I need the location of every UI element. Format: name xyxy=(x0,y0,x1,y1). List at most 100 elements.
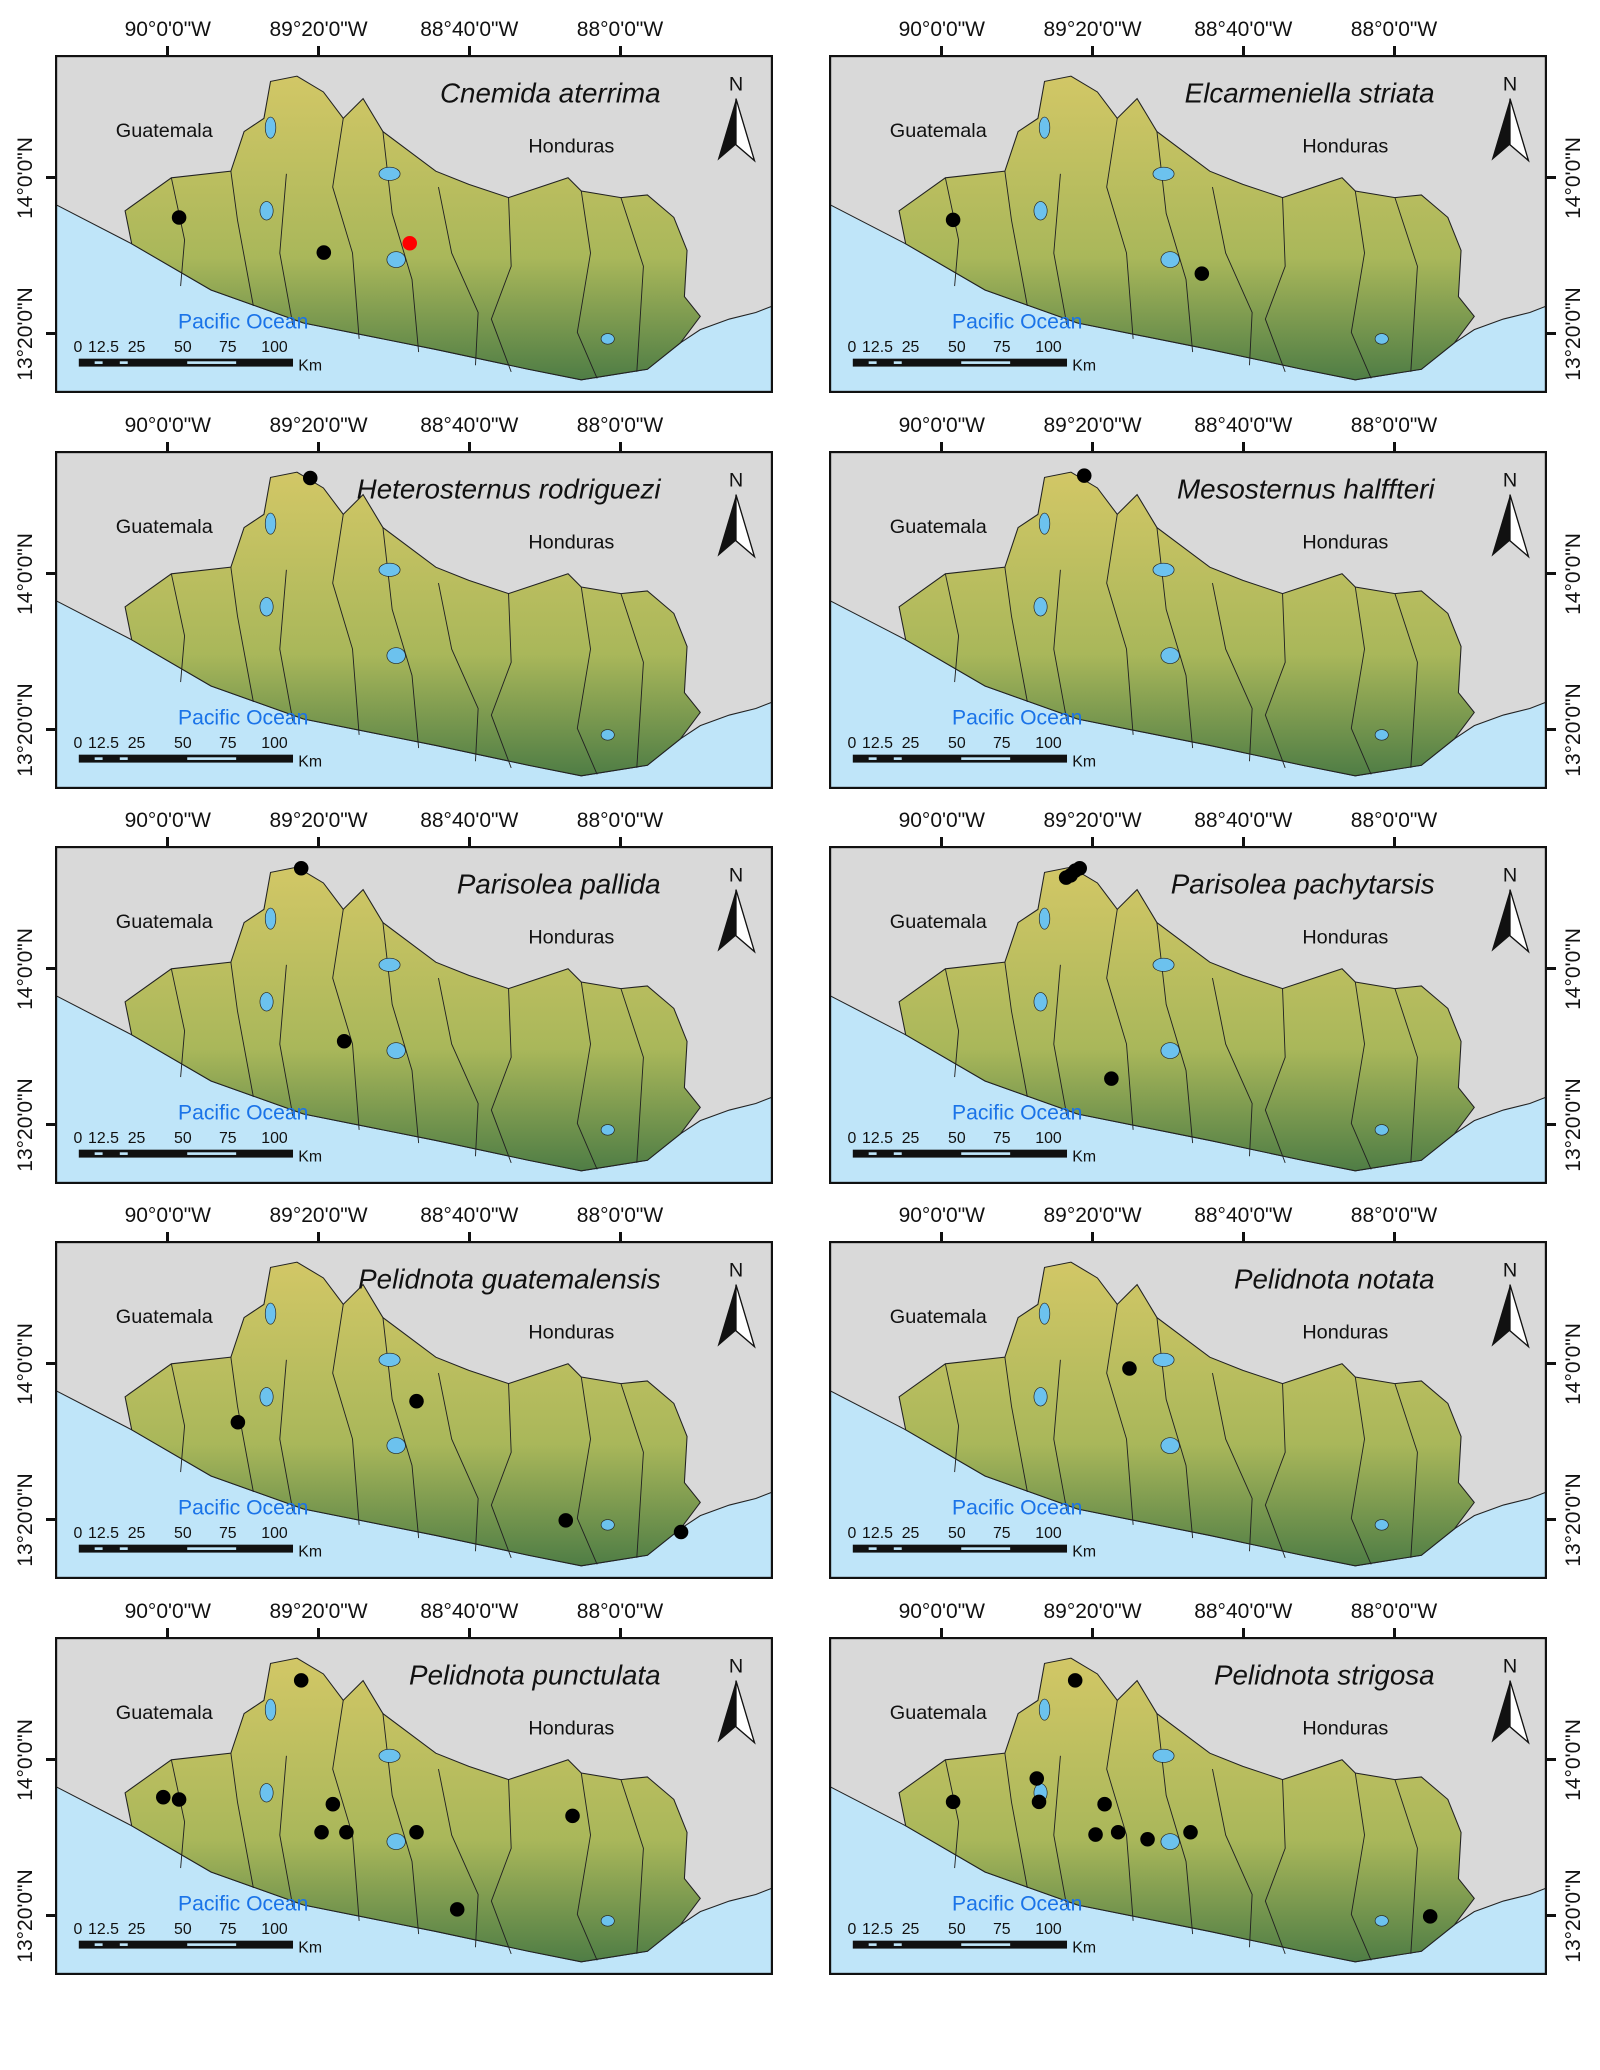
occurrence-point xyxy=(449,1902,465,1917)
scale-bar xyxy=(78,1940,294,1949)
map-canvas: Pelidnota notata Guatemala Honduras Pacific… xyxy=(829,1241,1547,1579)
occurrence-point xyxy=(316,245,332,260)
longitude-label: 90°0'0"W xyxy=(124,1600,211,1623)
latitude-label: 13°20'0"N xyxy=(1562,1472,1585,1567)
occurrence-point xyxy=(409,1824,424,1840)
country-label-guatemala: Guatemala xyxy=(116,911,214,933)
latitude-tick xyxy=(1547,728,1556,732)
latitude-label: 14°0'0"N xyxy=(1562,1322,1585,1405)
lake xyxy=(1374,1124,1389,1136)
el-salvador-relief xyxy=(124,471,701,777)
scale-tick-label: 25 xyxy=(902,735,920,752)
occurrence-point xyxy=(1194,266,1210,281)
scale-tick-label: 50 xyxy=(174,1525,192,1542)
department-border xyxy=(1106,514,1134,735)
longitude-label: 89°20'0"W xyxy=(269,1600,368,1623)
latitude-tick xyxy=(1547,1914,1556,1918)
longitude-tick xyxy=(1241,46,1245,55)
department-border xyxy=(1264,197,1286,373)
occurrence-point xyxy=(1183,1824,1198,1840)
ocean-label: Pacific Ocean xyxy=(178,310,308,333)
department-border xyxy=(944,968,960,1078)
occurrence-point xyxy=(230,1414,246,1430)
ocean-label: Pacific Ocean xyxy=(178,1892,308,1915)
map-panel: Pelidnota strigosa Guatemala Honduras Pacif… xyxy=(829,1637,1547,1975)
north-arrow-icon xyxy=(717,494,736,557)
map-panel: Pelidnota guatemalensis Guatemala Honduras… xyxy=(55,1241,773,1579)
scale-bar-segment xyxy=(893,1152,902,1155)
north-arrow-label: N xyxy=(1503,865,1517,887)
lake xyxy=(1033,1387,1048,1407)
scale-tick-label: 100 xyxy=(1035,339,1062,356)
department-border xyxy=(490,197,512,373)
longitude-label: 89°20'0"W xyxy=(269,1204,368,1227)
longitude-label: 88°0'0"W xyxy=(576,18,664,41)
scale-tick-label: 12.5 xyxy=(862,735,893,752)
occurrence-point xyxy=(314,1824,329,1840)
latitude-tick xyxy=(46,176,55,180)
department-border xyxy=(438,1372,479,1552)
occurrence-point-highlight xyxy=(402,235,418,251)
department-border xyxy=(1053,1755,1068,1908)
species-title: Pelidnota notata xyxy=(1234,1264,1435,1295)
longitude-tick xyxy=(166,46,170,55)
scale-bar xyxy=(852,1149,1068,1158)
occurrence-point xyxy=(171,210,187,225)
scale-tick-label: 75 xyxy=(993,339,1011,356)
lake xyxy=(1038,907,1051,930)
latitude-label: 14°0'0"N xyxy=(1562,136,1585,219)
occurrence-point xyxy=(1031,1794,1047,1810)
map-panel: Mesosternus halffteri Guatemala Honduras Pa… xyxy=(829,451,1547,789)
north-arrow-icon xyxy=(735,1680,756,1745)
longitude-tick xyxy=(166,1232,170,1241)
scale-tick-label: 100 xyxy=(261,1130,288,1147)
longitude-tick xyxy=(166,442,170,451)
map-panel: Parisolea pachytarsis Guatemala Honduras Pa… xyxy=(829,846,1547,1184)
department-border xyxy=(1350,981,1372,1170)
department-border xyxy=(1394,593,1418,768)
latitude-tick xyxy=(1547,572,1556,576)
north-arrow-label: N xyxy=(1503,1656,1517,1678)
occurrence-point xyxy=(339,1824,354,1840)
scale-tick-label: 25 xyxy=(902,1130,920,1147)
occurrence-point xyxy=(1140,1831,1155,1847)
scale-bar-segment xyxy=(187,1943,237,1946)
lake xyxy=(600,729,615,741)
north-arrow-icon xyxy=(1509,1680,1530,1745)
department-border xyxy=(1106,118,1134,339)
department-border xyxy=(1004,1753,1028,1888)
scale-bar xyxy=(852,1940,1068,1949)
country-label-guatemala: Guatemala xyxy=(116,1702,214,1724)
scale-bar-segment xyxy=(893,1943,902,1946)
department-border xyxy=(944,1759,960,1869)
longitude-label: 90°0'0"W xyxy=(124,18,211,41)
occurrence-point xyxy=(673,1524,689,1540)
scale-unit-label: Km xyxy=(298,1544,322,1561)
lake xyxy=(600,1519,615,1531)
scale-tick-label: 75 xyxy=(219,339,237,356)
department-border xyxy=(490,1779,512,1955)
longitude-label: 90°0'0"W xyxy=(124,809,211,832)
north-arrow-icon xyxy=(1509,889,1530,954)
scale-bar-segment xyxy=(961,1943,1011,1946)
scale-tick-label: 12.5 xyxy=(88,1130,119,1147)
scale-tick-label: 25 xyxy=(128,339,146,356)
department-border xyxy=(1264,1383,1286,1559)
department-border xyxy=(944,1363,960,1473)
scale-tick-label: 75 xyxy=(219,1130,237,1147)
map-frame xyxy=(55,1637,773,1975)
scale-tick-label: 12.5 xyxy=(88,735,119,752)
country-label-guatemala: Guatemala xyxy=(116,1306,214,1328)
department-border xyxy=(230,171,254,306)
longitude-tick xyxy=(940,1232,944,1241)
longitude-tick xyxy=(1091,46,1095,55)
map-canvas: Parisolea pallida Guatemala Honduras Pacifi… xyxy=(55,846,773,1184)
department-border xyxy=(230,567,254,702)
department-border xyxy=(1053,173,1068,326)
longitude-tick xyxy=(166,1628,170,1637)
scale-tick-label: 100 xyxy=(261,1921,288,1938)
department-border xyxy=(1106,1304,1134,1525)
scale-tick-label: 25 xyxy=(128,735,146,752)
north-arrow-icon xyxy=(735,889,756,954)
department-border xyxy=(1264,593,1286,769)
